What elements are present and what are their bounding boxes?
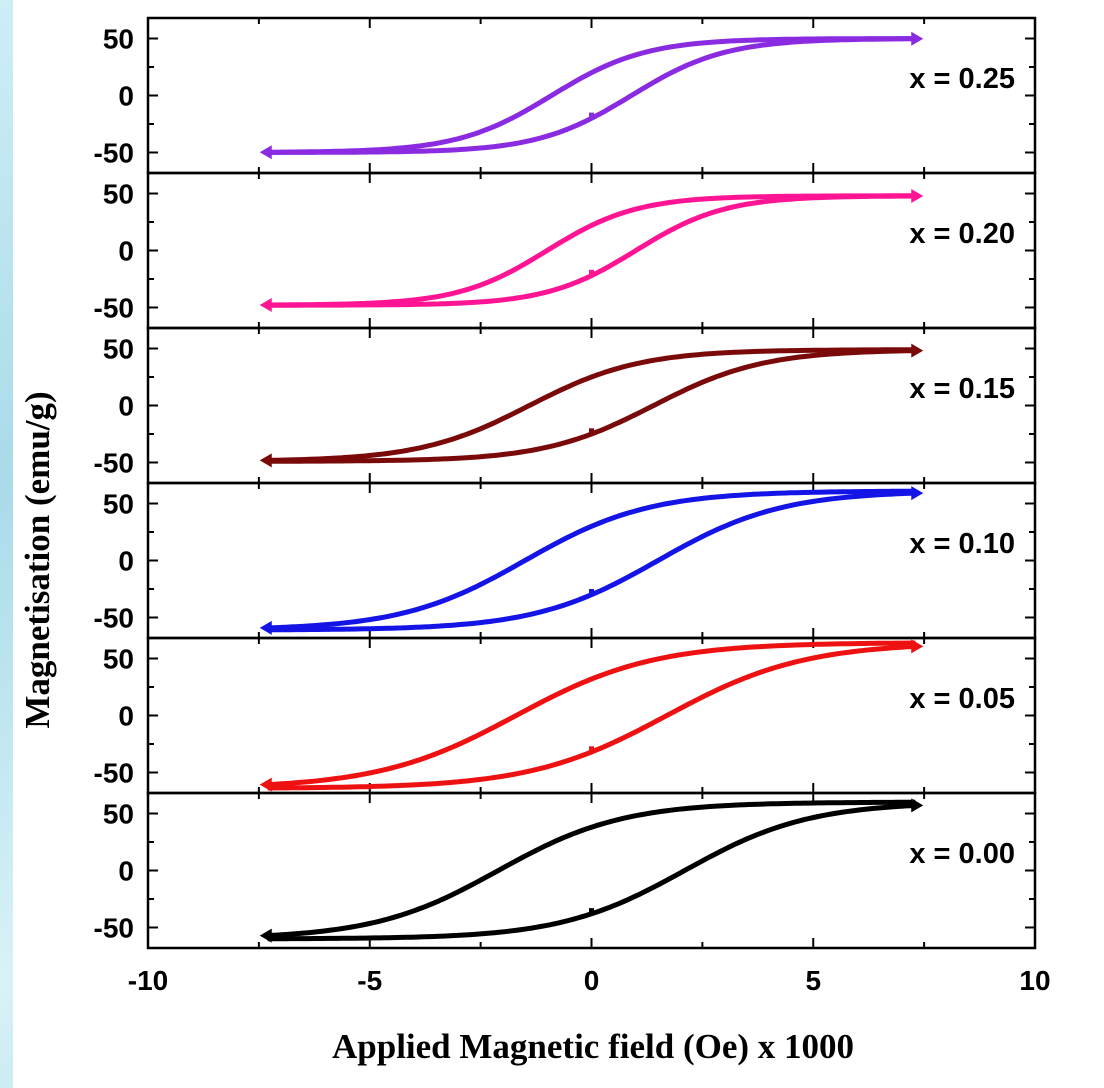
loop-descending-branch xyxy=(267,640,916,788)
y-tick-label: 50 xyxy=(103,644,134,675)
end-arrow-left xyxy=(259,145,272,160)
y-tick-label: -50 xyxy=(94,912,134,943)
loop-ascending-branch xyxy=(267,36,916,155)
y-tick-label: 0 xyxy=(118,81,134,112)
panel-frame xyxy=(146,791,1037,950)
panel-000: 50 0 -50 x = 0.00 xyxy=(94,791,1037,950)
end-arrow-right xyxy=(911,31,924,46)
x-tick-label: 5 xyxy=(805,965,821,996)
end-arrow-right xyxy=(911,189,924,204)
loop-ascending-branch xyxy=(267,348,916,464)
y-tick-label: 50 xyxy=(103,179,134,210)
end-arrow-left xyxy=(259,928,272,943)
loop-descending-branch xyxy=(267,36,916,155)
y-tick-label: 50 xyxy=(103,334,134,365)
y-tick-label: 50 xyxy=(103,24,134,55)
panel-label: x = 0.15 xyxy=(909,373,1015,405)
panel-020: 50 0 -50 x = 0.20 xyxy=(94,171,1037,330)
panel-010: 50 0 -50 x = 0.10 xyxy=(94,481,1037,640)
end-arrow-right xyxy=(911,798,924,813)
panel-label: x = 0.05 xyxy=(909,683,1015,715)
y-tick-label: 50 xyxy=(103,489,134,520)
panels-group: 50 0 -50 x = 0.25 50 0 -50 x = 0.20 50 0 -50 x = 0.… xyxy=(94,16,1037,950)
x-tick-label: 0 xyxy=(584,965,600,996)
y-tick-label: 0 xyxy=(118,391,134,422)
panel-label: x = 0.20 xyxy=(909,218,1015,250)
loop-descending-branch xyxy=(267,488,916,631)
panel-label: x = 0.25 xyxy=(909,63,1015,95)
panel-label: x = 0.10 xyxy=(909,528,1015,560)
y-tick-label: -50 xyxy=(94,137,134,168)
end-arrow-left xyxy=(259,453,272,468)
loop-ascending-branch xyxy=(267,193,916,308)
y-tick-label: 0 xyxy=(118,856,134,887)
end-arrow-right xyxy=(911,343,924,358)
x-axis-title: Applied Magnetic field (Oe) x 1000 xyxy=(332,1027,854,1066)
x-tick-label: -10 xyxy=(128,965,168,996)
y-tick-label: 50 xyxy=(103,799,134,830)
x-axis-ticks: -10 -5 0 5 10 xyxy=(128,965,1051,996)
panel-005: 50 0 -50 x = 0.05 xyxy=(94,636,1037,795)
end-arrow-right xyxy=(911,486,924,501)
loop-ascending-branch xyxy=(267,643,916,791)
loop-descending-branch xyxy=(267,347,916,463)
end-arrow-left xyxy=(259,620,272,635)
end-arrow-left xyxy=(259,297,272,312)
panel-frame xyxy=(146,481,1037,640)
panel-025: 50 0 -50 x = 0.25 xyxy=(94,16,1037,175)
y-tick-label: 0 xyxy=(118,546,134,577)
y-axis-title: Magnetisation (emu/g) xyxy=(18,391,57,728)
panel-015: 50 0 -50 x = 0.15 xyxy=(94,326,1037,485)
y-tick-label: -50 xyxy=(94,292,134,323)
loop-ascending-branch xyxy=(267,490,916,633)
loop-descending-branch xyxy=(267,193,916,308)
y-tick-label: -50 xyxy=(94,447,134,478)
y-tick-label: -50 xyxy=(94,757,134,788)
y-tick-label: 0 xyxy=(118,701,134,732)
chart-area: 50 0 -50 x = 0.25 50 0 -50 x = 0.20 50 0 -50 x = 0.… xyxy=(13,0,1104,1088)
x-tick-label: 10 xyxy=(1019,965,1050,996)
y-tick-label: 0 xyxy=(118,236,134,267)
y-tick-label: -50 xyxy=(94,602,134,633)
loop-descending-branch xyxy=(267,799,916,939)
x-tick-label: -5 xyxy=(357,965,382,996)
end-arrow-left xyxy=(259,777,272,792)
end-arrow-right xyxy=(911,639,924,654)
panel-frame xyxy=(146,636,1037,795)
panel-label: x = 0.00 xyxy=(909,838,1015,870)
